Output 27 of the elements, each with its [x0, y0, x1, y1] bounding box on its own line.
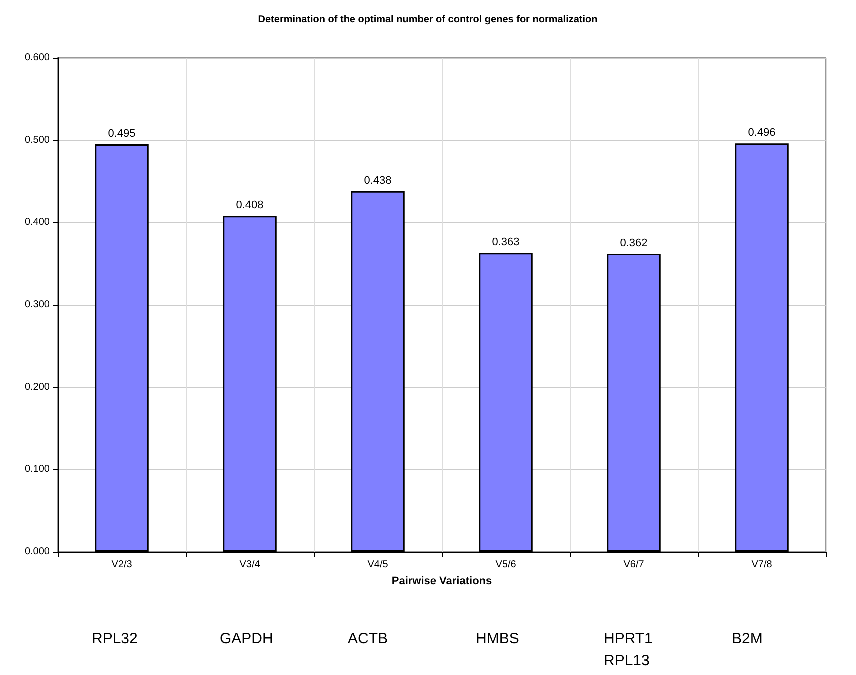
y-tick-label: 0.500	[24, 134, 50, 146]
x-tick-label: V7/8	[752, 560, 773, 570]
text: GAPDH	[220, 630, 274, 648]
data-label: 0.438	[364, 174, 392, 187]
chart-title: Determination of the optimal number of control genes for normalization	[258, 14, 598, 26]
y-tick-label: 0.000	[24, 546, 50, 558]
data-label: 0.495	[108, 128, 136, 140]
x-tick-label: V6/7	[624, 560, 645, 570]
x-axis-title: Pairwise Variations	[392, 576, 492, 588]
x-tick-label: V3/4	[240, 560, 261, 570]
data-label: 0.408	[236, 200, 264, 212]
data-label: 0.362	[620, 237, 648, 250]
x-tick-label: V4/5	[368, 560, 389, 570]
data-label: 0.496	[748, 127, 776, 140]
text: ACTB	[348, 630, 388, 648]
text: B2M	[732, 630, 763, 648]
y-tick-label: 0.200	[24, 382, 50, 393]
text: HMBS	[476, 630, 520, 648]
text: RPL32	[92, 630, 138, 648]
y-tick-label: 0.300	[24, 300, 50, 310]
data-label: 0.363	[492, 236, 520, 249]
y-tick-label: 0.100	[24, 464, 50, 476]
x-tick-label: V2/3	[112, 560, 133, 570]
x-tick-label: V5/6	[496, 560, 517, 570]
y-tick-label: 0.600	[24, 52, 50, 64]
y-tick-label: 0.400	[24, 217, 50, 228]
text: HPRT1 RPL13	[604, 630, 653, 670]
